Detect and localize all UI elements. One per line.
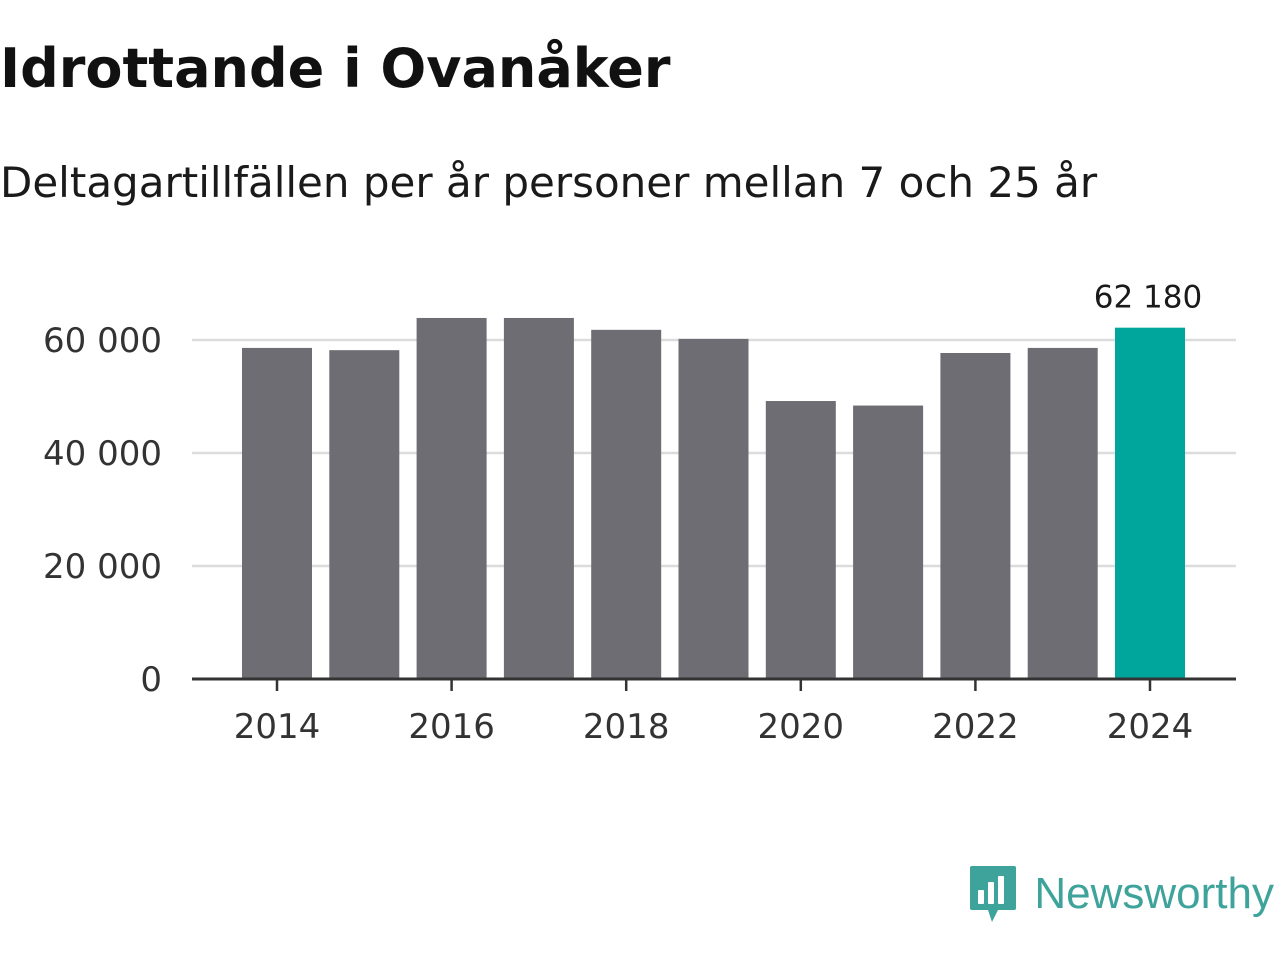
y-tick-label: 60 000 — [43, 321, 162, 361]
brand-name: Newsworthy — [1034, 869, 1274, 918]
bars — [242, 317, 1185, 679]
bar — [591, 329, 662, 679]
newsworthy-logo-icon — [970, 866, 1017, 922]
axes — [192, 677, 1236, 691]
x-tick-label: 2018 — [583, 707, 670, 747]
bar — [242, 347, 312, 679]
bar — [765, 401, 836, 679]
x-tick-label: 2020 — [758, 707, 845, 747]
labels: 0 20 000 40 000 60 000 62 180 2014 2016 2018 202… — [43, 280, 1202, 747]
bar — [940, 352, 1011, 679]
bar — [329, 350, 400, 679]
x-tick-label: 2022 — [932, 707, 1019, 747]
chart-subtitle: Deltagartillfällen per år personer mella… — [0, 158, 1098, 207]
newsworthy-logo: Newsworthy — [968, 864, 1274, 924]
bar-chart: 0 20 000 40 000 60 000 62 180 2014 2016 2018 202… — [43, 280, 1236, 747]
bar — [503, 317, 574, 679]
x-tick-label: 2014 — [234, 707, 321, 747]
x-tick-label: 2024 — [1107, 707, 1194, 747]
bar — [416, 317, 487, 679]
y-tick-label: 0 — [140, 660, 162, 700]
bar — [678, 338, 749, 679]
y-tick-label: 20 000 — [43, 547, 162, 587]
data-label: 62 180 — [1094, 280, 1202, 316]
chart-title: Idrottande i Ovanåker — [0, 37, 671, 100]
bar — [853, 405, 924, 679]
x-tick-label: 2016 — [408, 707, 495, 747]
bar — [1027, 347, 1098, 679]
bar-highlight — [1115, 327, 1185, 679]
y-tick-label: 40 000 — [43, 434, 162, 474]
